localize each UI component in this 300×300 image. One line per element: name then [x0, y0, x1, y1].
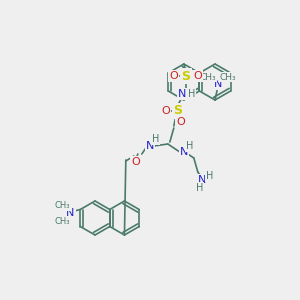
- Text: N: N: [146, 141, 154, 151]
- Text: CH₃: CH₃: [220, 73, 236, 82]
- Text: O: O: [194, 71, 202, 81]
- Text: N: N: [180, 147, 188, 157]
- Text: O: O: [161, 106, 170, 116]
- Text: CH₃: CH₃: [55, 217, 70, 226]
- Text: N: N: [198, 175, 206, 185]
- Text: CH₃: CH₃: [200, 73, 216, 82]
- Text: S: S: [173, 104, 182, 118]
- Text: N: N: [66, 208, 74, 218]
- Text: O: O: [176, 117, 185, 127]
- Text: N: N: [214, 79, 222, 89]
- Text: O: O: [131, 157, 140, 167]
- Text: H: H: [188, 89, 196, 99]
- Text: H: H: [196, 183, 203, 193]
- Text: H: H: [152, 134, 160, 144]
- Text: O: O: [169, 71, 178, 81]
- Text: H: H: [206, 171, 214, 181]
- Text: S: S: [181, 70, 190, 83]
- Text: N: N: [178, 89, 186, 99]
- Text: H: H: [186, 141, 194, 151]
- Text: CH₃: CH₃: [55, 201, 70, 210]
